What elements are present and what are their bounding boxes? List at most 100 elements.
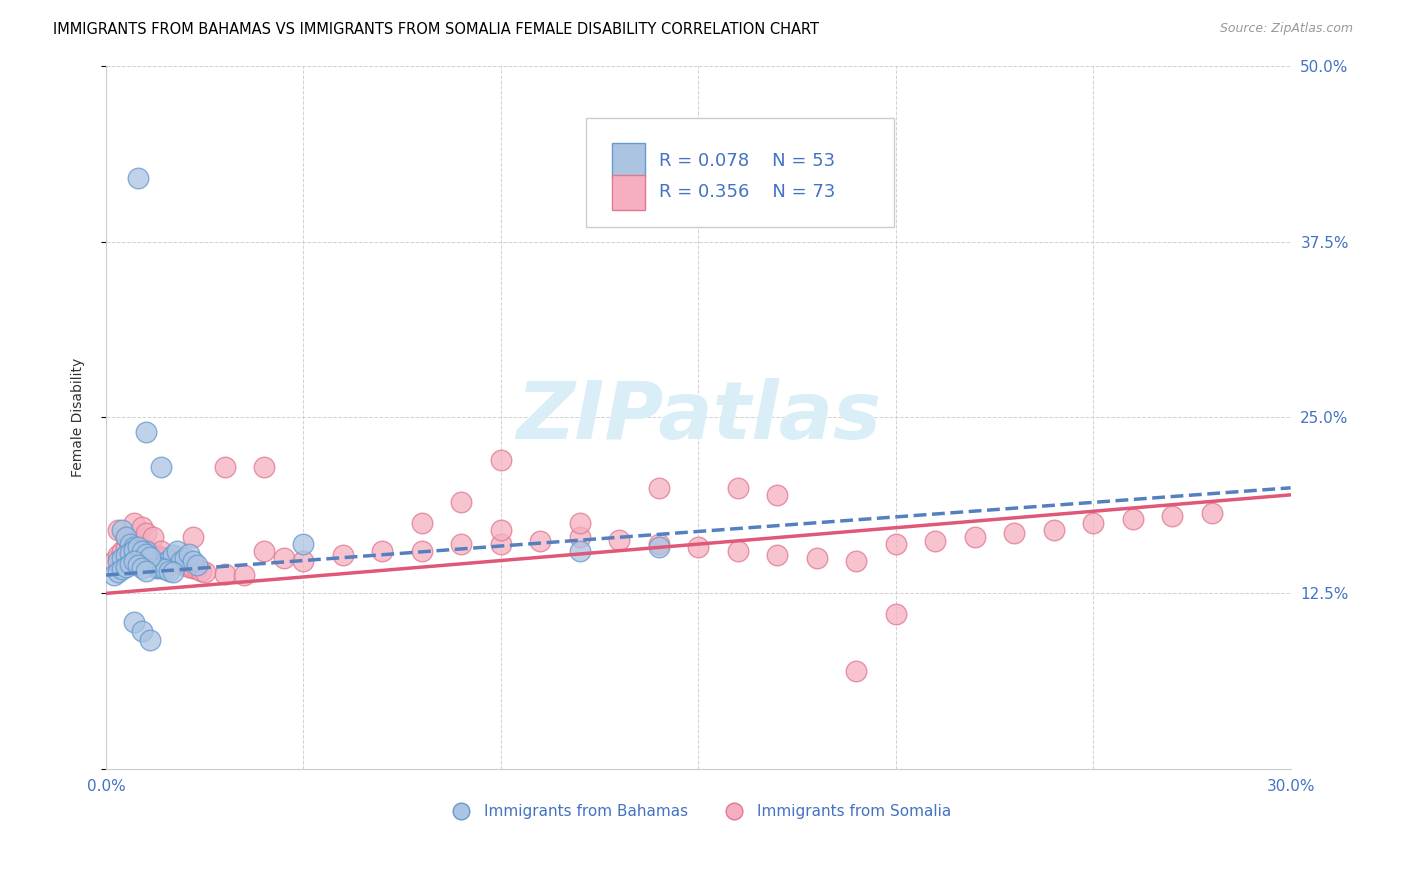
Point bbox=[155, 562, 177, 576]
Point bbox=[114, 559, 136, 574]
Point bbox=[568, 516, 591, 530]
Point bbox=[107, 566, 129, 580]
Point bbox=[450, 537, 472, 551]
Point bbox=[142, 530, 165, 544]
Point bbox=[135, 425, 157, 439]
Point bbox=[114, 530, 136, 544]
Point bbox=[332, 549, 354, 563]
Point bbox=[127, 537, 149, 551]
Point bbox=[127, 558, 149, 573]
Point bbox=[1042, 523, 1064, 537]
Point bbox=[107, 554, 129, 568]
Point bbox=[118, 537, 141, 551]
Point bbox=[845, 664, 868, 678]
Point bbox=[162, 554, 184, 568]
Point bbox=[181, 530, 204, 544]
Point bbox=[166, 556, 188, 570]
Point bbox=[155, 556, 177, 570]
Point bbox=[107, 549, 129, 563]
Point bbox=[568, 530, 591, 544]
Point bbox=[214, 566, 236, 581]
Point bbox=[142, 547, 165, 561]
Point bbox=[174, 558, 197, 573]
Point bbox=[122, 534, 145, 549]
Point bbox=[963, 530, 986, 544]
Text: Source: ZipAtlas.com: Source: ZipAtlas.com bbox=[1219, 22, 1353, 36]
Point bbox=[727, 481, 749, 495]
Point bbox=[150, 561, 173, 575]
Point bbox=[122, 542, 145, 557]
Point bbox=[111, 523, 134, 537]
Point bbox=[186, 562, 208, 576]
Point bbox=[146, 559, 169, 574]
Point bbox=[1122, 512, 1144, 526]
Text: R = 0.356    N = 73: R = 0.356 N = 73 bbox=[659, 183, 835, 202]
Point bbox=[122, 516, 145, 530]
Point bbox=[177, 559, 200, 574]
Point bbox=[884, 537, 907, 551]
Point bbox=[150, 459, 173, 474]
Point bbox=[766, 549, 789, 563]
Point bbox=[142, 558, 165, 573]
Point bbox=[170, 557, 193, 571]
Point bbox=[253, 544, 276, 558]
Point bbox=[111, 551, 134, 566]
Point bbox=[131, 520, 153, 534]
Point bbox=[114, 530, 136, 544]
Point bbox=[118, 557, 141, 571]
Point bbox=[135, 547, 157, 561]
Point bbox=[648, 481, 671, 495]
Point bbox=[648, 537, 671, 551]
Point bbox=[253, 459, 276, 474]
Point bbox=[122, 615, 145, 629]
Y-axis label: Female Disability: Female Disability bbox=[72, 358, 86, 477]
Legend: Immigrants from Bahamas, Immigrants from Somalia: Immigrants from Bahamas, Immigrants from… bbox=[440, 797, 957, 825]
Point bbox=[162, 549, 184, 563]
Point bbox=[411, 544, 433, 558]
Point bbox=[131, 624, 153, 639]
FancyBboxPatch shape bbox=[612, 175, 645, 210]
Point bbox=[727, 544, 749, 558]
Point bbox=[648, 540, 671, 554]
Point bbox=[924, 534, 946, 549]
Point bbox=[135, 564, 157, 578]
Point bbox=[170, 554, 193, 568]
Point bbox=[177, 547, 200, 561]
Point bbox=[135, 551, 157, 566]
FancyBboxPatch shape bbox=[612, 143, 645, 178]
Point bbox=[138, 632, 160, 647]
Point bbox=[1002, 525, 1025, 540]
Point bbox=[146, 561, 169, 575]
FancyBboxPatch shape bbox=[586, 119, 894, 227]
Point bbox=[150, 549, 173, 564]
Point bbox=[1201, 506, 1223, 520]
Point bbox=[166, 544, 188, 558]
Point bbox=[135, 542, 157, 557]
Point bbox=[103, 554, 125, 568]
Text: R = 0.078    N = 53: R = 0.078 N = 53 bbox=[659, 152, 835, 169]
Point bbox=[150, 544, 173, 558]
Point bbox=[766, 488, 789, 502]
Point bbox=[1083, 516, 1105, 530]
Text: IMMIGRANTS FROM BAHAMAS VS IMMIGRANTS FROM SOMALIA FEMALE DISABILITY CORRELATION: IMMIGRANTS FROM BAHAMAS VS IMMIGRANTS FR… bbox=[53, 22, 820, 37]
Point bbox=[138, 545, 160, 559]
Point bbox=[174, 551, 197, 566]
Point bbox=[127, 544, 149, 558]
Point bbox=[131, 561, 153, 575]
Point bbox=[157, 564, 180, 578]
Point bbox=[1161, 508, 1184, 523]
Point bbox=[146, 549, 169, 563]
Point bbox=[806, 551, 828, 566]
Point bbox=[194, 566, 217, 580]
Point bbox=[450, 495, 472, 509]
Point bbox=[114, 549, 136, 563]
Point bbox=[214, 459, 236, 474]
Point bbox=[233, 568, 256, 582]
Point bbox=[181, 561, 204, 575]
Point bbox=[186, 558, 208, 573]
Point bbox=[190, 564, 212, 578]
Point bbox=[111, 562, 134, 576]
Point bbox=[138, 549, 160, 564]
Point bbox=[845, 554, 868, 568]
Point bbox=[292, 537, 315, 551]
